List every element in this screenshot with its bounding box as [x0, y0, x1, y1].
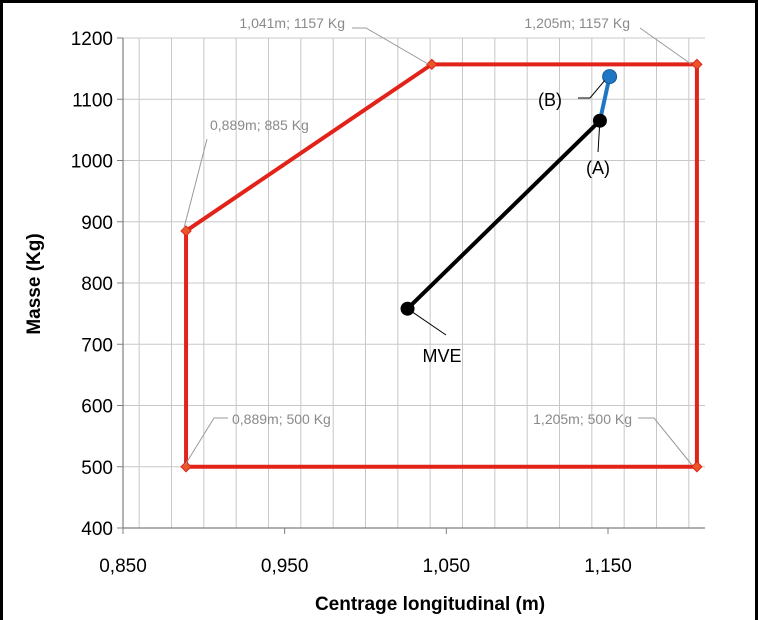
- y-axis-title: Masse (Kg): [24, 233, 45, 334]
- y-tick-label: 900: [81, 213, 113, 234]
- axes: [117, 37, 705, 534]
- envelope-point: [691, 461, 703, 473]
- label-mve: MVE: [422, 346, 461, 366]
- annotation-leader: [638, 417, 693, 466]
- x-tick-label: 0,950: [261, 556, 309, 577]
- y-tick-label: 400: [81, 519, 113, 540]
- envelope-outline: [184, 62, 699, 469]
- tick-labels: 400 500 600 700 800 900 1000 1100 1200 0,850 0,950…: [71, 29, 632, 577]
- label-b: (B): [538, 90, 562, 110]
- x-tick-label: 1,150: [584, 556, 632, 577]
- annotation-leader: [183, 138, 208, 229]
- grid: [123, 37, 705, 528]
- y-tick-label: 600: [81, 397, 113, 418]
- series-line: [405, 118, 602, 311]
- annotation-label: 1,205m; 500 Kg: [533, 411, 632, 427]
- y-tick-label: 700: [81, 335, 113, 356]
- envelope-point: [180, 461, 192, 473]
- envelope-point: [426, 58, 438, 71]
- x-tick-label: 0,850: [99, 556, 147, 577]
- annotation-leader: [184, 417, 228, 466]
- label-leader-b: [578, 80, 605, 99]
- annotation-label: 1,041m; 1157 Kg: [239, 15, 345, 31]
- y-tick-label: 1100: [72, 90, 113, 111]
- label-a: (A): [586, 158, 610, 178]
- annotation-leader: [352, 27, 429, 65]
- envelope-point: [180, 225, 192, 237]
- envelope-point: [691, 58, 703, 71]
- y-tick-label: 1200: [71, 29, 113, 50]
- x-tick-label: 1,050: [423, 556, 471, 577]
- label-leader-a: [597, 120, 601, 153]
- annotation-leader: [639, 27, 692, 65]
- label-leader-mve: [407, 308, 447, 336]
- point-b: [602, 69, 618, 85]
- y-tick-label: 500: [81, 458, 113, 479]
- y-tick-label: 1000: [71, 152, 113, 173]
- annotation-label: 0,889m; 500 Kg: [232, 411, 331, 427]
- annotation-label: 1,205m; 1157 Kg: [524, 15, 630, 31]
- series-line: [597, 74, 612, 123]
- annotation-label: 0,889m; 885 Kg: [210, 117, 309, 133]
- x-axis-title: Centrage longitudinal (m): [315, 594, 545, 615]
- annotations: 0,889m; 885 Kg 1,041m; 1157 Kg 1,205m; 115…: [183, 15, 693, 466]
- y-tick-label: 800: [81, 274, 113, 295]
